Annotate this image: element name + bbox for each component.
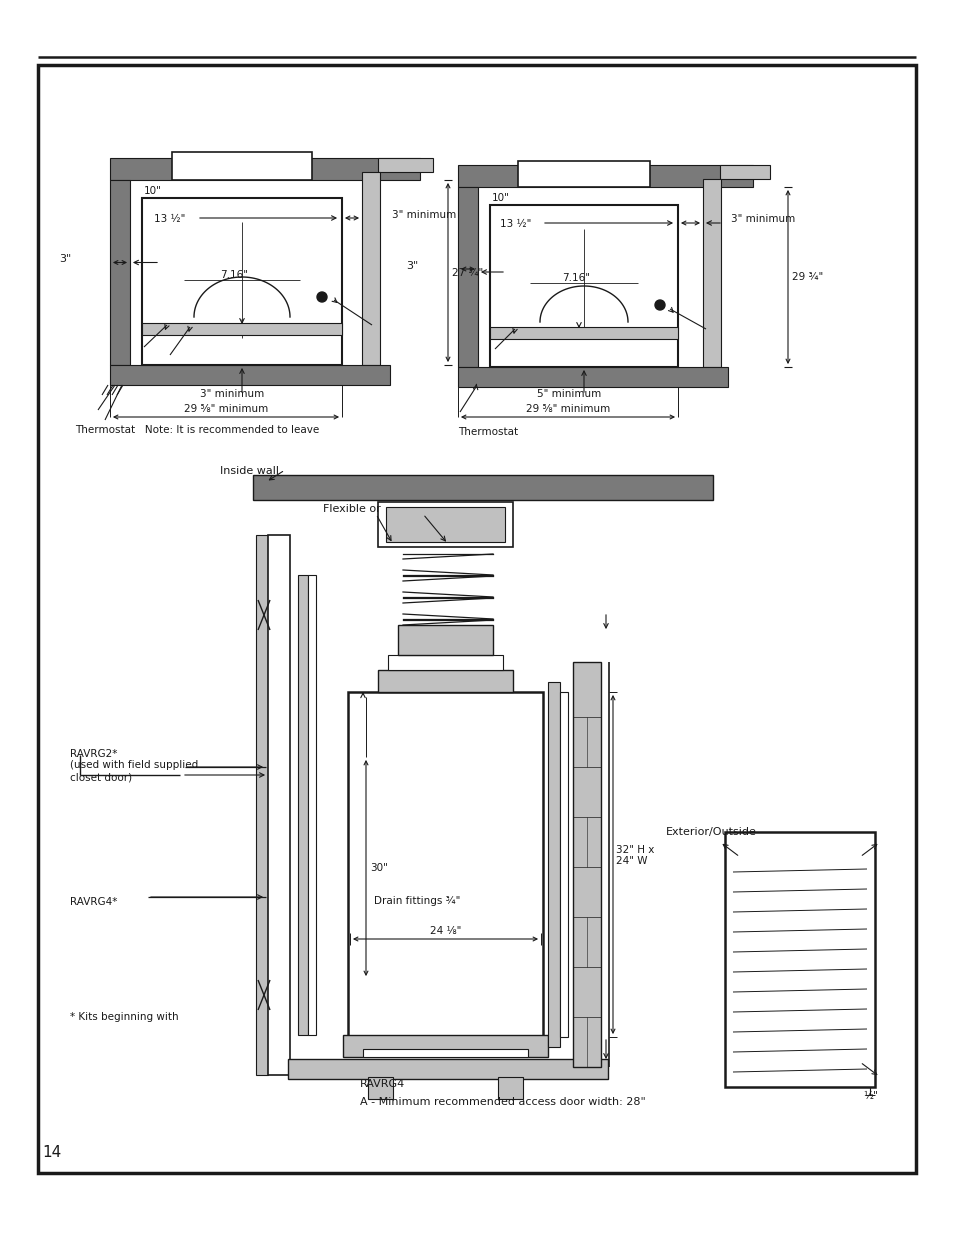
Text: 14: 14 [42, 1145, 61, 1160]
Bar [308, 576, 315, 1035]
Circle shape [364, 748, 372, 756]
Text: ½": ½" [862, 1091, 877, 1100]
Text: 13 ½": 13 ½" [499, 219, 531, 228]
Text: Exterior/Outside: Exterior/Outside [665, 826, 756, 836]
Bar [386, 508, 504, 542]
Circle shape [184, 222, 299, 338]
Bar [343, 1035, 547, 1057]
Bar [559, 692, 567, 1037]
Bar [142, 324, 341, 335]
Text: 5" minimum: 5" minimum [537, 389, 600, 399]
Text: 13 ½": 13 ½" [153, 214, 185, 224]
Bar [110, 366, 390, 385]
Bar [377, 671, 513, 692]
Text: * Kits beginning with: * Kits beginning with [70, 1011, 178, 1023]
Circle shape [530, 228, 638, 337]
Text: 3" minimum: 3" minimum [392, 210, 456, 220]
Bar [297, 576, 308, 1035]
Bar [457, 367, 727, 387]
Bar [490, 205, 678, 367]
Circle shape [316, 291, 327, 303]
Bar [172, 152, 312, 180]
Bar [702, 179, 720, 367]
Bar [255, 535, 268, 1074]
Text: 10": 10" [492, 193, 509, 203]
Bar [377, 501, 513, 547]
Text: 7.16": 7.16" [220, 270, 248, 280]
Text: RAVRG2*
(used with field supplied
closet door): RAVRG2* (used with field supplied closet… [70, 748, 198, 782]
Bar [720, 165, 769, 179]
Bar [110, 158, 419, 180]
Text: 27 ¾": 27 ¾" [452, 268, 483, 278]
Bar [361, 172, 379, 366]
Bar [110, 180, 130, 366]
Text: 32" H x
24" W: 32" H x 24" W [616, 845, 654, 867]
Text: Inside wall: Inside wall [220, 466, 278, 475]
Bar [388, 655, 502, 671]
Text: 29 ⅝" minimum: 29 ⅝" minimum [525, 404, 610, 414]
Bar [38, 65, 915, 1173]
Text: 3": 3" [59, 254, 71, 264]
Text: Drain fittings ¾": Drain fittings ¾" [374, 897, 460, 906]
Text: Thermostat   Note: It is recommended to leave: Thermostat Note: It is recommended to le… [75, 425, 319, 435]
Text: 29 ¾": 29 ¾" [791, 272, 822, 282]
Text: Flexible or: Flexible or [323, 504, 380, 514]
Text: 30": 30" [370, 863, 388, 873]
Bar [457, 186, 477, 367]
Bar [724, 832, 874, 1087]
Bar [368, 1077, 393, 1099]
Bar [253, 475, 712, 500]
Bar [268, 535, 290, 1074]
Text: RAVRG4*: RAVRG4* [70, 897, 117, 906]
Text: A - Minimum recommended access door width: 28": A - Minimum recommended access door widt… [359, 1097, 645, 1107]
Text: 3": 3" [405, 261, 417, 270]
Text: 29 ⅝" minimum: 29 ⅝" minimum [184, 404, 268, 414]
Bar [142, 198, 341, 366]
Text: 3" minimum: 3" minimum [200, 389, 264, 399]
Text: 7.16": 7.16" [561, 273, 589, 283]
Bar [547, 682, 559, 1047]
Text: 3" minimum: 3" minimum [730, 214, 795, 224]
Circle shape [403, 965, 412, 973]
Circle shape [364, 818, 372, 826]
Circle shape [364, 903, 372, 911]
Text: Thermostat: Thermostat [457, 427, 517, 437]
Bar [348, 692, 542, 1037]
Text: RAVRG4: RAVRG4 [359, 1079, 405, 1089]
Bar [497, 1077, 522, 1099]
Bar [573, 662, 600, 1067]
Bar [288, 1058, 607, 1079]
Bar [457, 165, 752, 186]
Bar [363, 1049, 527, 1057]
Bar [490, 327, 678, 338]
Bar [397, 625, 493, 655]
Bar [517, 161, 649, 186]
Text: 24 ⅛": 24 ⅛" [430, 926, 460, 936]
Circle shape [655, 300, 664, 310]
Text: 10": 10" [144, 186, 162, 196]
Bar [377, 158, 433, 172]
